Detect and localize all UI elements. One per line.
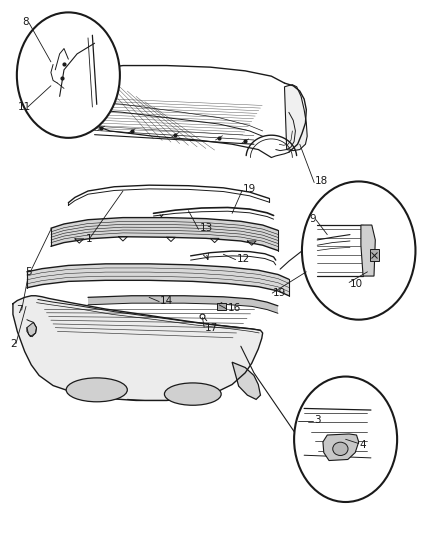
Text: 7: 7 (16, 305, 23, 315)
Text: 11: 11 (18, 102, 32, 112)
Text: 19: 19 (243, 184, 256, 195)
Circle shape (302, 181, 416, 320)
Text: 2: 2 (11, 338, 17, 349)
Polygon shape (361, 225, 375, 276)
Bar (370, 249, 379, 261)
Polygon shape (13, 296, 263, 400)
Text: 18: 18 (315, 176, 328, 187)
Text: 9: 9 (309, 214, 315, 224)
Polygon shape (51, 217, 278, 251)
Text: 5: 5 (25, 267, 32, 277)
Polygon shape (323, 434, 359, 461)
Polygon shape (27, 322, 36, 337)
Text: 3: 3 (314, 415, 321, 425)
Text: 13: 13 (199, 223, 212, 233)
Polygon shape (285, 85, 307, 151)
Circle shape (17, 12, 120, 138)
Text: 17: 17 (205, 322, 218, 333)
Text: 12: 12 (237, 254, 250, 263)
Text: 19: 19 (273, 288, 286, 298)
Text: 4: 4 (360, 440, 366, 450)
Text: 14: 14 (160, 296, 173, 306)
Text: 8: 8 (22, 17, 29, 27)
Polygon shape (88, 296, 278, 313)
Circle shape (294, 376, 397, 502)
Text: 10: 10 (350, 279, 363, 289)
Ellipse shape (333, 442, 348, 456)
Ellipse shape (164, 383, 221, 405)
Text: 1: 1 (86, 234, 92, 244)
Text: 16: 16 (228, 303, 241, 313)
Ellipse shape (66, 378, 127, 402)
Polygon shape (27, 264, 289, 296)
Bar (217, 303, 226, 310)
Polygon shape (232, 362, 261, 399)
